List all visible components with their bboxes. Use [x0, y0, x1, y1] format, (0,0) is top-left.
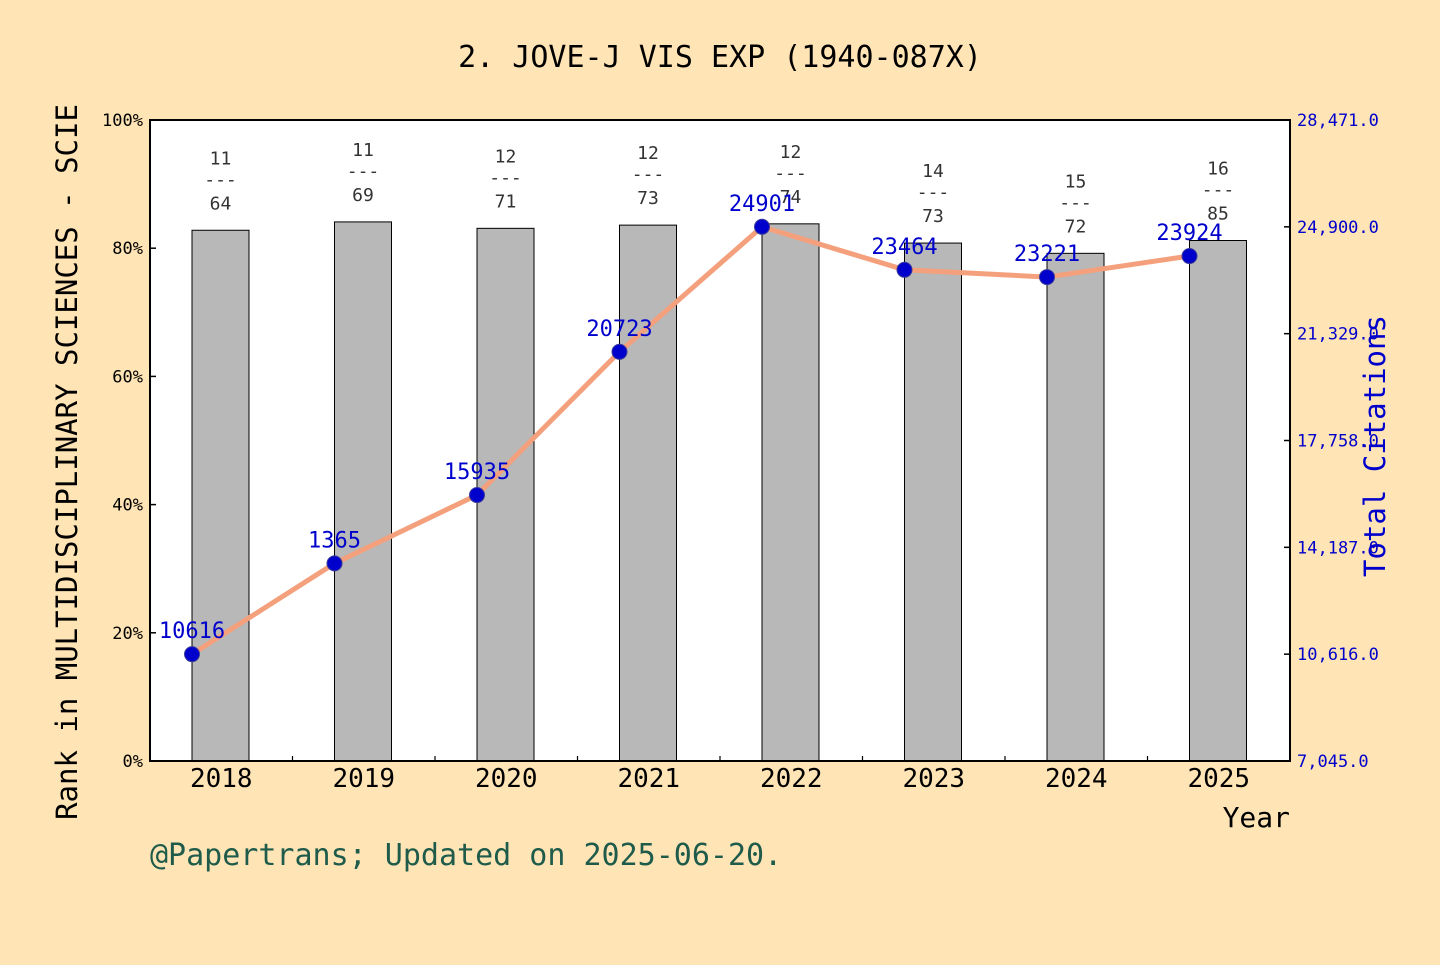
rank-total-2022: 74 [780, 187, 802, 208]
rank-position-2024: 15 [1065, 171, 1087, 192]
rank-position-2018: 11 [210, 148, 232, 169]
left-tick-label: 80% [112, 239, 143, 259]
citation-label-2023: 23464 [871, 235, 937, 260]
bar-2023 [904, 242, 962, 762]
citation-label-2018: 10616 [159, 619, 225, 644]
right-tick-label: 10,616.0 [1297, 645, 1379, 665]
bar-2020 [476, 227, 535, 762]
right-tick-label: 21,329.0 [1297, 325, 1379, 345]
rank-total-2019: 69 [352, 185, 374, 206]
left-tick-label: 100% [102, 111, 143, 131]
x-tick-label-2020: 2020 [475, 764, 538, 794]
right-tick-label: 17,758.0 [1297, 432, 1379, 452]
chart-title: 2. JOVE-J VIS EXP (1940-087X) [458, 40, 982, 75]
right-tick-label: 24,900.0 [1297, 218, 1379, 238]
x-tick-label-2022: 2022 [760, 764, 823, 794]
citation-label-2025: 23924 [1156, 221, 1222, 246]
rank-total-2024: 72 [1065, 216, 1087, 237]
left-tick-label: 60% [112, 367, 143, 387]
citation-point-2021 [611, 343, 628, 360]
right-tick-label: 7,045.0 [1297, 752, 1369, 772]
x-tick-label-2018: 2018 [190, 764, 253, 794]
right-axis: 7,045.0 10,616.0 14,187.0 17,758.0 21,329.0 2… [1284, 111, 1379, 772]
citation-label-2021: 20723 [586, 317, 652, 342]
rank-position-2020: 12 [495, 146, 517, 167]
left-tick-label: 0% [123, 752, 143, 772]
rank-total-2018: 64 [210, 193, 232, 214]
citation-point-2018 [184, 646, 200, 663]
rank-separator-2024: --- [1059, 192, 1092, 213]
right-tick-label: 28,471.0 [1297, 111, 1379, 131]
plot-area [150, 120, 1290, 761]
citation-point-2019 [326, 555, 343, 572]
x-axis: 2018 2019 2020 2021 2022 2023 2024 2025 [149, 756, 1291, 794]
citation-point-2024 [1039, 269, 1055, 286]
rank-separator-2018: --- [204, 169, 237, 190]
rank-separator-2019: --- [347, 161, 380, 182]
left-tick-label: 20% [112, 624, 143, 644]
footer-credit: @Papertrans; Updated on 2025-06-20. [150, 838, 782, 873]
citation-point-2025 [1181, 248, 1198, 265]
citation-point-2023 [896, 261, 913, 278]
left-axis: 0% 20% 40% 60% 80% 100% [102, 111, 156, 772]
rank-position-2019: 11 [352, 140, 374, 161]
rank-total-2025: 85 [1207, 204, 1229, 225]
citation-label-2020: 15935 [444, 460, 510, 485]
rank-separator-2025: --- [1202, 180, 1235, 201]
x-axis-label: Year [1223, 801, 1290, 834]
rank-total-2020: 71 [495, 191, 517, 212]
citation-label-2022: 24901 [729, 192, 795, 217]
bar-2025 [1189, 240, 1247, 762]
rank-total-2023: 73 [922, 206, 944, 227]
left-tick-label: 40% [112, 496, 143, 516]
citation-label-2019: 1365 [308, 528, 361, 553]
bar-2019 [334, 221, 392, 762]
bar-2021 [619, 224, 677, 762]
y-axis-label: Rank in MULTIDISCIPLINARY SCIENCES - SCI… [50, 104, 84, 820]
right-tick-label: 14,187.0 [1297, 538, 1379, 558]
x-tick-label-2025: 2025 [1187, 764, 1250, 794]
rank-position-2025: 16 [1207, 159, 1229, 180]
rank-total-2021: 73 [637, 188, 659, 209]
citation-label-2024: 23221 [1014, 242, 1080, 267]
x-tick-label-2023: 2023 [902, 764, 965, 794]
citation-point-2022 [754, 218, 770, 235]
rank-separator-2023: --- [917, 182, 950, 203]
rank-position-2021: 12 [637, 143, 659, 164]
rank-labels: 11---6411---6912---7112---7312---7414---… [204, 140, 1234, 237]
x-tick-label-2021: 2021 [617, 764, 680, 794]
bar-2024 [1046, 252, 1105, 762]
citation-line [189, 224, 1192, 657]
bar-2022 [761, 223, 820, 762]
rank-position-2023: 14 [922, 161, 944, 182]
rank-position-2022: 12 [780, 142, 802, 163]
citation-line-series: 10616 1365 15935 20723 24901 23464 23221 23924 [159, 192, 1223, 663]
bar-series [191, 221, 1247, 762]
x-tick-label-2024: 2024 [1045, 764, 1108, 794]
x-tick-label-2019: 2019 [332, 764, 395, 794]
y2-axis-label: Total Citations [1358, 315, 1392, 577]
rank-separator-2022: --- [774, 163, 807, 184]
rank-separator-2021: --- [632, 164, 665, 185]
citation-point-2020 [469, 487, 485, 504]
rank-separator-2020: --- [489, 167, 522, 188]
bar-2018 [191, 229, 250, 762]
